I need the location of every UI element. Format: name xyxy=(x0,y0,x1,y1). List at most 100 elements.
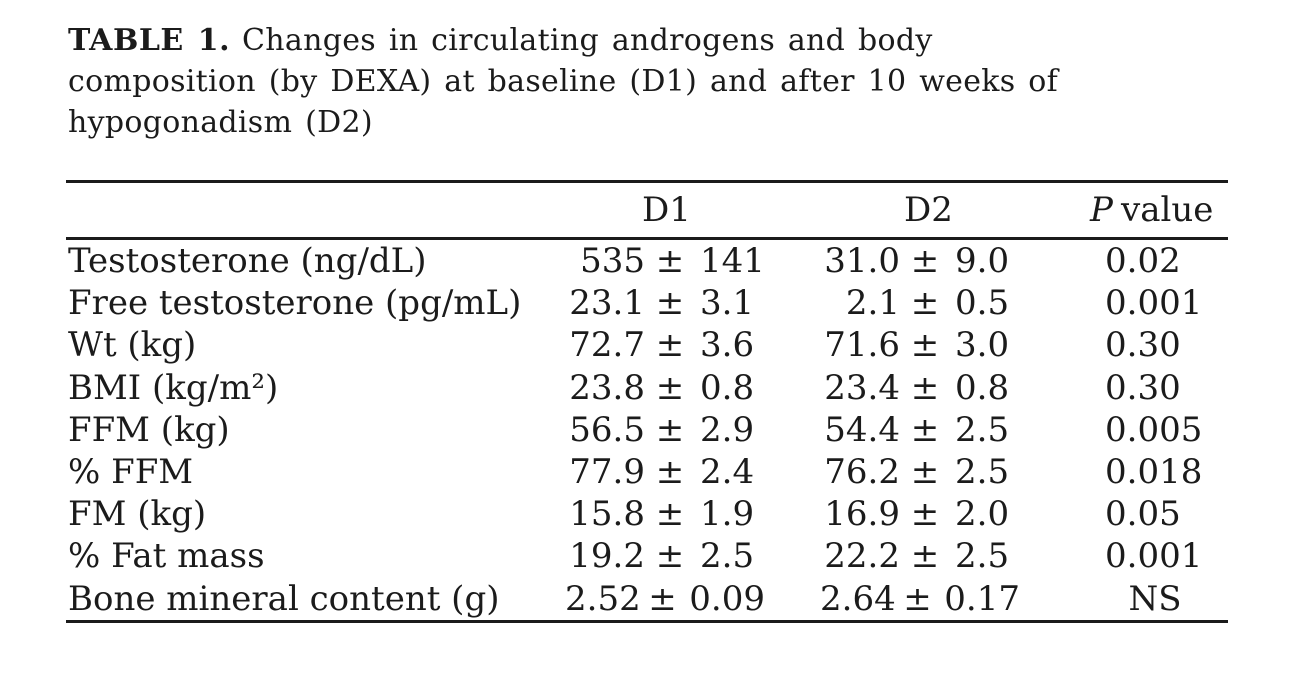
mean-value: 56.5 xyxy=(569,409,645,450)
table-caption: TABLE 1. Changes in circulating androgens… xyxy=(68,20,1058,143)
sd-value: 2.5 xyxy=(955,451,1010,492)
d1-value: 77.9 ±2.4 xyxy=(565,451,765,493)
mean-value: 23.4 xyxy=(824,367,900,408)
d1-value-cell: 77.9 ±2.4 xyxy=(466,451,776,493)
d1-value-cell: 23.1 ±3.1 xyxy=(466,282,776,324)
p-value: 0.001 xyxy=(1105,536,1203,577)
plus-minus-sign: ± xyxy=(910,451,940,492)
table-number: TABLE 1. xyxy=(68,23,231,58)
mean-value: 23.1 xyxy=(569,283,645,324)
mean-value: 2.1 xyxy=(845,283,900,324)
p-value-cell: NS xyxy=(1042,578,1228,620)
row-label: % FFM xyxy=(68,451,194,492)
row-label: FFM (kg) xyxy=(68,409,230,450)
sd-value: 3.6 xyxy=(700,325,755,366)
d2-value-cell: 54.4 ±2.5 xyxy=(776,409,1042,451)
table-row: % FFM 77.9 ±2.4 76.2 ±2.5 0.018 xyxy=(66,451,1228,493)
mean-value: 77.9 xyxy=(569,451,645,492)
mean-value: 54.4 xyxy=(824,409,900,450)
p-rest: value xyxy=(1121,190,1214,230)
d2-value-cell: 76.2 ±2.5 xyxy=(776,451,1042,493)
d2-value: 71.6 ±3.0 xyxy=(820,324,1020,366)
d1-value: 2.52 ±0.09 xyxy=(565,578,765,620)
plus-minus-sign: ± xyxy=(655,325,685,366)
column-header-d1: D1 xyxy=(642,190,691,230)
sd-value: 2.4 xyxy=(700,451,755,492)
plus-minus-sign: ± xyxy=(655,283,685,324)
row-label: Free testosterone (pg/mL) xyxy=(68,283,522,324)
row-label: Testosterone (ng/dL) xyxy=(68,241,427,281)
plus-minus-sign: ± xyxy=(655,409,685,450)
caption-line-3: hypogonadism (D2) xyxy=(68,105,373,140)
p-value: NS xyxy=(1128,578,1182,619)
p-value: 0.05 xyxy=(1105,494,1181,535)
d2-value-cell: 31.0 ±9.0 xyxy=(776,240,1042,282)
p-value-cell: 0.05 xyxy=(1042,493,1228,535)
p-value-cell: 0.001 xyxy=(1042,535,1228,577)
mean-value: 16.9 xyxy=(824,494,900,535)
table-row: BMI (kg/m²) 23.8 ±0.8 23.4 ±0.8 0.30 xyxy=(66,367,1228,409)
plus-minus-sign: ± xyxy=(910,494,940,535)
plus-minus-sign: ± xyxy=(910,325,940,366)
plus-minus-sign: ± xyxy=(910,536,940,577)
row-label: % Fat mass xyxy=(68,536,265,577)
d2-value: 76.2 ±2.5 xyxy=(820,451,1020,493)
mean-value: 76.2 xyxy=(824,451,900,492)
d1-value-cell: 2.52 ±0.09 xyxy=(466,578,776,620)
sd-value: 2.5 xyxy=(700,536,755,577)
table-body: Testosterone (ng/dL) 535 ±141 31.0 ±9.0 0.… xyxy=(66,240,1228,620)
d2-value: 23.4 ±0.8 xyxy=(820,367,1020,409)
p-value: 0.005 xyxy=(1105,409,1203,450)
d2-value-cell: 16.9 ±2.0 xyxy=(776,493,1042,535)
p-italic: P xyxy=(1090,190,1113,230)
p-value-cell: 0.30 xyxy=(1042,324,1228,366)
plus-minus-sign: ± xyxy=(655,241,685,281)
sd-value: 1.9 xyxy=(700,494,755,535)
plus-minus-sign: ± xyxy=(910,367,940,408)
mean-value: 535 xyxy=(580,241,645,281)
plus-minus-sign: ± xyxy=(910,241,940,281)
caption-line-1: TABLE 1. Changes in circulating androgens… xyxy=(68,20,1058,61)
sd-value: 9.0 xyxy=(955,241,1010,281)
row-label: BMI (kg/m²) xyxy=(68,367,279,408)
row-label: Wt (kg) xyxy=(68,325,197,366)
p-value: 0.30 xyxy=(1105,367,1181,408)
mean-value: 19.2 xyxy=(569,536,645,577)
plus-minus-sign: ± xyxy=(655,536,685,577)
d1-value-cell: 19.2 ±2.5 xyxy=(466,535,776,577)
d2-value-cell: 22.2 ±2.5 xyxy=(776,535,1042,577)
table-row: FFM (kg) 56.5 ±2.9 54.4 ±2.5 0.005 xyxy=(66,409,1228,451)
plus-minus-sign: ± xyxy=(903,578,932,619)
p-value-cell: 0.001 xyxy=(1042,282,1228,324)
sd-value: 0.5 xyxy=(955,283,1010,324)
d2-value-cell: 71.6 ±3.0 xyxy=(776,324,1042,366)
sd-value: 0.8 xyxy=(700,367,755,408)
p-value-cell: 0.02 xyxy=(1042,240,1228,282)
d1-value-cell: 72.7 ±3.6 xyxy=(466,324,776,366)
d2-value-cell: 2.1 ±0.5 xyxy=(776,282,1042,324)
table-row: FM (kg) 15.8 ±1.9 16.9 ±2.0 0.05 xyxy=(66,493,1228,535)
p-value: 0.30 xyxy=(1105,325,1181,366)
mean-value: 2.52 xyxy=(565,578,641,619)
d2-value-cell: 2.64 ±0.17 xyxy=(776,578,1042,620)
plus-minus-sign: ± xyxy=(910,283,940,324)
d2-value: 31.0 ±9.0 xyxy=(820,240,1020,282)
sd-value: 2.5 xyxy=(955,536,1010,577)
d2-value: 22.2 ±2.5 xyxy=(820,535,1020,577)
d1-value: 535 ±141 xyxy=(565,240,765,282)
d2-value: 54.4 ±2.5 xyxy=(820,409,1020,451)
table-rule-bottom xyxy=(66,619,1228,623)
d1-value-cell: 23.8 ±0.8 xyxy=(466,367,776,409)
sd-value: 3.1 xyxy=(700,283,755,324)
d1-value: 19.2 ±2.5 xyxy=(565,535,765,577)
table-row: Testosterone (ng/dL) 535 ±141 31.0 ±9.0 0.… xyxy=(66,240,1228,282)
d1-value: 56.5 ±2.9 xyxy=(565,409,765,451)
plus-minus-sign: ± xyxy=(655,451,685,492)
sd-value: 0.09 xyxy=(689,578,765,619)
p-value-cell: 0.30 xyxy=(1042,367,1228,409)
p-value: 0.018 xyxy=(1105,451,1203,492)
p-value-cell: 0.018 xyxy=(1042,451,1228,493)
